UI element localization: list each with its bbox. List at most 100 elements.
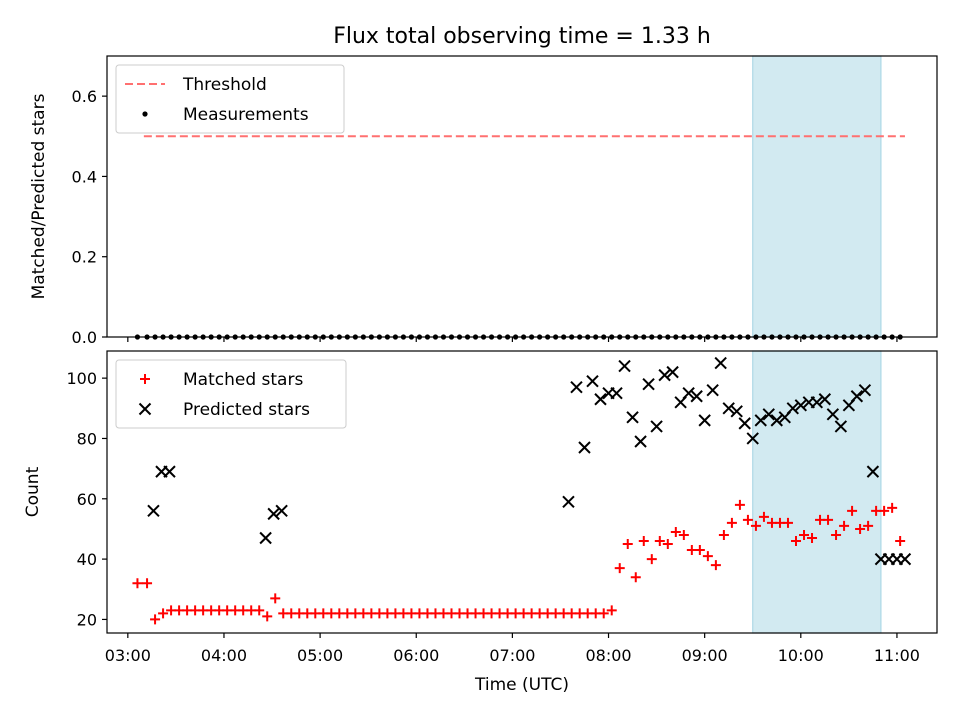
predicted-star-point [634,435,647,448]
predicted-star-point [275,504,288,518]
x-tick-label: 09:00 [682,646,728,665]
matched-star-point [142,578,153,589]
matched-star-point [678,529,689,540]
predicted-star-point [658,368,671,382]
legend-label: Predicted stars [183,400,310,420]
y-tick-label: 100 [66,369,97,388]
matched-star-point [742,514,753,525]
legend-label: Threshold [182,75,267,95]
matched-star-point [254,605,265,616]
predicted-star-point [586,374,599,388]
predicted-star-point [770,414,783,427]
predicted-star-point [826,408,840,421]
matched-star-point [638,536,649,547]
predicted-star-point [722,402,735,415]
chart-title: Flux total observing time = 1.33 h [333,24,711,49]
legend-measurement-swatch [142,111,148,117]
matched-star-point [646,554,657,565]
matched-star-point [622,539,633,550]
x-axis-label: Time (UTC) [474,675,569,695]
predicted-star-point [706,384,719,397]
matched-star-point [790,536,801,547]
predicted-star-point [259,531,272,545]
matched-star-point [758,511,769,522]
y-tick-label: 20 [77,610,97,629]
matched-star-point [262,611,273,622]
matched-star-point [158,608,169,619]
predicted-star-point [147,504,160,518]
bottom-series [132,356,912,625]
predicted-star-point [690,390,703,403]
matched-star-point [614,563,625,574]
x-tick-label: 06:00 [393,646,439,665]
matched-star-point [855,523,866,534]
predicted-star-point [642,377,655,391]
y-tick-label: 0.4 [72,167,97,186]
predicted-star-point [570,380,583,394]
top-panel: 0.0 0.2 0.4 0.6 Matched/Predicted stars Thr… [29,55,938,347]
predicted-star-point [562,495,575,509]
y-tick-label: 0.0 [72,328,97,347]
predicted-star-point [786,402,799,415]
matched-star-point [630,572,641,583]
y-tick-label: 80 [77,429,97,448]
predicted-star-point [714,356,727,370]
matched-star-point [863,520,874,531]
observing-window-highlight [752,55,882,338]
y-tick-label: 60 [77,490,97,509]
matched-star-point [662,539,673,550]
predicted-star-point [594,393,607,406]
predicted-star-point [810,396,824,409]
bottom-x-axis: 03:00 04:00 05:00 06:00 07:00 08:00 09:00 10:00… [105,633,920,665]
matched-star-point [895,536,906,547]
matched-star-point [847,505,858,516]
x-tick-label: 04:00 [201,646,247,665]
predicted-star-point [730,405,743,418]
matched-star-point [150,614,161,625]
matched-star-point [710,560,721,571]
predicted-star-point [858,384,872,397]
bottom-panel: 20 40 60 80 100 03:00 04:00 05:00 06:00 07:00 08:… [23,350,938,695]
top-legend: Threshold Measurements [115,64,345,134]
matched-star-point [807,532,818,543]
predicted-star-point [618,359,631,373]
matched-star-point [132,578,143,589]
predicted-star-point [666,365,679,379]
predicted-star-point [754,414,767,427]
matched-star-point [831,529,842,540]
matched-star-point [799,529,810,540]
predicted-star-point [738,417,751,430]
predicted-star-point [698,414,711,427]
matched-star-point [702,551,713,562]
predicted-star-point [866,465,880,478]
predicted-star-point [682,387,695,400]
matched-star-point [654,536,665,547]
x-tick-label: 05:00 [297,646,343,665]
predicted-star-point [834,420,848,433]
legend-box [115,359,347,429]
predicted-star-point [794,399,808,412]
legend-box [115,64,345,134]
matched-star-point [270,593,281,604]
predicted-star-point [762,408,775,421]
matched-star-point [823,514,834,525]
predicted-star-point [746,432,759,445]
matched-star-point [839,520,850,531]
predicted-star-point [898,552,912,566]
x-tick-label: 10:00 [778,646,824,665]
x-tick-label: 07:00 [489,646,535,665]
matched-star-point [750,520,761,531]
top-series [134,135,905,340]
x-tick-label: 08:00 [585,646,631,665]
predicted-star-point [818,393,832,406]
legend-matched-swatch [140,374,150,384]
predicted-star-point [650,420,663,433]
bottom-legend: Matched stars Predicted stars [115,359,347,429]
predicted-star-point [626,411,639,424]
matched-star-point [670,526,681,537]
top-plot-frame [106,55,938,338]
matched-star-point [734,499,745,510]
bottom-plot-frame [106,350,938,634]
matched-star-point [694,545,705,556]
